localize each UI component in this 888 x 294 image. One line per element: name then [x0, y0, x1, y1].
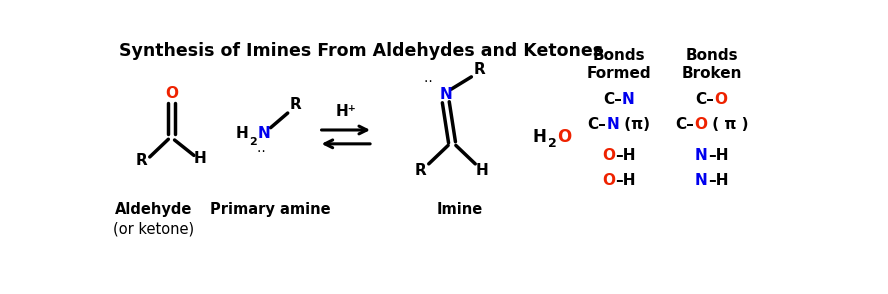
Text: C–: C– — [695, 92, 715, 108]
Text: N: N — [258, 126, 270, 141]
Text: R: R — [135, 153, 147, 168]
Text: H: H — [476, 163, 488, 178]
Text: R: R — [473, 62, 485, 77]
Text: N: N — [622, 92, 634, 108]
Text: H: H — [235, 126, 249, 141]
Text: O: O — [715, 92, 727, 108]
Text: Synthesis of Imines From Aldehydes and Ketones: Synthesis of Imines From Aldehydes and K… — [119, 42, 603, 60]
Text: ··: ·· — [424, 75, 437, 89]
Text: Primary amine: Primary amine — [210, 202, 330, 217]
Text: 2: 2 — [249, 137, 257, 147]
Text: N: N — [695, 148, 708, 163]
Text: 2: 2 — [549, 137, 557, 150]
Text: R: R — [289, 97, 301, 112]
Text: Imine: Imine — [437, 202, 483, 217]
Text: (or ketone): (or ketone) — [113, 222, 194, 237]
Text: Bonds
Broken: Bonds Broken — [681, 48, 741, 81]
Text: H⁺: H⁺ — [336, 104, 356, 119]
Text: Aldehyde: Aldehyde — [115, 202, 193, 217]
Text: ( π ): ( π ) — [707, 117, 749, 132]
Text: N: N — [607, 117, 619, 132]
Text: H: H — [194, 151, 207, 166]
Text: N: N — [440, 87, 452, 102]
Text: O: O — [694, 117, 707, 132]
Text: (π): (π) — [619, 117, 650, 132]
Text: ··: ·· — [258, 145, 270, 159]
Text: N: N — [695, 173, 708, 188]
Text: –H: –H — [708, 173, 728, 188]
Text: R: R — [415, 163, 426, 178]
Text: –H: –H — [614, 148, 636, 163]
Text: –H: –H — [614, 173, 636, 188]
Text: C–: C– — [675, 117, 694, 132]
Text: –H: –H — [708, 148, 728, 163]
Text: Bonds
Formed: Bonds Formed — [586, 48, 651, 81]
Text: O: O — [602, 148, 614, 163]
Text: C–: C– — [587, 117, 607, 132]
Text: O: O — [165, 86, 178, 101]
Text: O: O — [558, 128, 572, 146]
Text: C–: C– — [603, 92, 622, 108]
Text: H: H — [533, 128, 546, 146]
Text: O: O — [602, 173, 614, 188]
